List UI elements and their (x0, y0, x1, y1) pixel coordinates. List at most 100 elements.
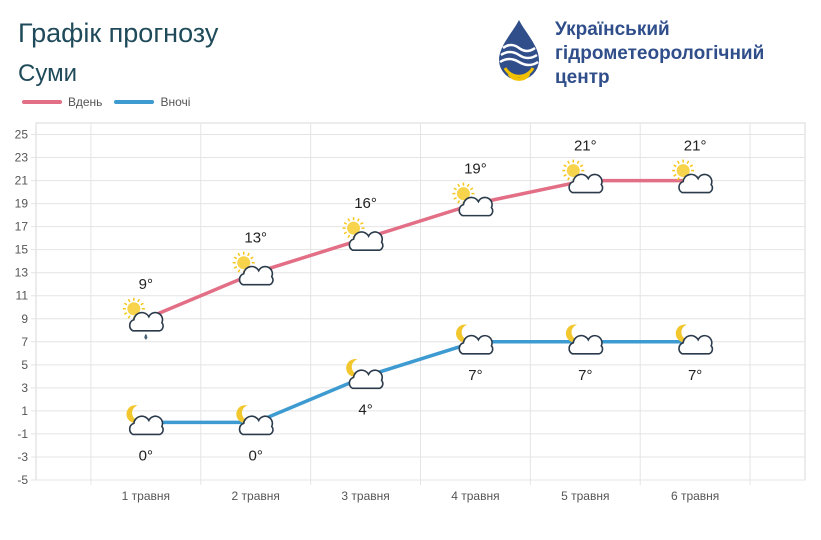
y-tick-label: 17 (15, 220, 29, 234)
moon-shape (346, 359, 362, 378)
data-label: 16° (354, 195, 377, 212)
sun-disc (456, 187, 470, 201)
cloud-shape (458, 196, 494, 217)
series-line-night (145, 340, 696, 425)
series-line-day (145, 178, 696, 321)
y-tick-label: 23 (15, 151, 29, 165)
sun-ray (360, 222, 364, 225)
cloud-shape (458, 334, 494, 355)
drop-logo-icon (499, 20, 539, 81)
data-label: 9° (139, 276, 153, 293)
data-label: 0° (139, 447, 153, 464)
sun-ray (579, 164, 584, 168)
sun-ray (567, 160, 570, 165)
sun-ray (123, 312, 128, 315)
moon-cloud-icon (236, 405, 274, 436)
cloud-shape (128, 311, 164, 332)
x-tick-label: 1 травня (122, 489, 170, 503)
y-tick-label: 9 (21, 312, 28, 326)
y-tick-label: 3 (21, 381, 28, 395)
legend-label-night: Вночі (160, 95, 191, 109)
cloud-shape (568, 334, 604, 355)
cloud-shape (238, 415, 274, 436)
sun-ray (576, 160, 580, 165)
cloud-shape (348, 231, 384, 251)
moon-cloud-icon (126, 405, 164, 436)
y-tick-label: -1 (17, 427, 28, 441)
y-tick-label: 7 (21, 335, 28, 349)
moon-shape (236, 405, 252, 424)
sun-ray (343, 222, 348, 225)
sun-ray (233, 256, 238, 260)
city-name: Суми (18, 60, 77, 87)
sun-ray (689, 164, 694, 168)
y-tick-label: 11 (16, 289, 29, 303)
sun-ray (673, 173, 677, 177)
sun-ray (237, 269, 241, 273)
y-tick-label: 1 (21, 404, 28, 418)
logo-text-line3: центр (555, 67, 610, 88)
ugmc-logo: Український гідрометеорологічний центр (495, 18, 764, 90)
sun-ray (250, 256, 254, 260)
sun-disc (566, 164, 580, 178)
sun-cloud-icon (232, 251, 274, 286)
sun-cloud-icon (672, 159, 714, 194)
sun-ray (563, 164, 567, 168)
x-tick-label: 3 травня (341, 489, 389, 503)
legend-item-night[interactable]: Вночі (114, 95, 190, 109)
sun-disc (237, 256, 251, 270)
cloud-shape (128, 415, 164, 436)
sun-ray (127, 315, 131, 319)
x-tick-label: 4 травня (451, 489, 499, 503)
cloud-shape (348, 369, 384, 390)
logo-text-line1: Український (555, 19, 670, 40)
sun-ray (237, 252, 241, 257)
sun-ray (247, 252, 250, 257)
data-label: 7° (578, 367, 592, 384)
sun-disc (676, 164, 690, 178)
data-label: 7° (688, 367, 702, 384)
sun-ray (343, 231, 348, 235)
data-label: 19° (464, 161, 487, 178)
cloud-shape (678, 173, 714, 194)
x-tick-label: 5 травня (561, 489, 609, 503)
moon-shape (565, 324, 582, 343)
sun-ray (347, 234, 351, 239)
legend-swatch-night (114, 100, 155, 104)
y-tick-label: 5 (21, 358, 28, 372)
y-tick-label: 19 (15, 197, 29, 211)
sun-ray (127, 298, 131, 303)
sun-ray (453, 196, 457, 200)
sun-ray (356, 218, 360, 222)
data-label: 7° (468, 367, 482, 384)
sun-ray (676, 160, 680, 165)
y-tick-label: 13 (15, 266, 29, 280)
sun-ray (347, 218, 351, 222)
y-tick-label: 25 (15, 128, 29, 142)
moon-cloud-icon (346, 359, 384, 390)
sun-cloud-rain-icon (122, 297, 164, 340)
sun-ray (686, 160, 690, 165)
y-tick-label: -5 (17, 473, 28, 487)
moon-shape (675, 324, 692, 343)
sun-ray (457, 200, 461, 204)
sun-ray (140, 302, 144, 306)
moon-cloud-icon (456, 324, 494, 355)
data-label: 21° (684, 138, 707, 155)
sun-ray (233, 266, 238, 269)
sun-ray (457, 183, 461, 188)
x-tick-label: 6 травня (671, 489, 719, 503)
moon-cloud-icon (565, 324, 604, 355)
legend-item-day[interactable]: Вдень (22, 95, 102, 109)
sun-ray (123, 302, 128, 306)
data-label: 4° (358, 401, 372, 418)
logo-text-line2: гідрометеорологічний (555, 43, 765, 64)
cloud-shape (568, 173, 604, 194)
rain-drop (144, 333, 148, 340)
sun-cloud-icon (562, 159, 604, 194)
data-label: 13° (244, 230, 267, 247)
sun-cloud-icon (342, 217, 384, 251)
chart-legend: Вдень Вночі (22, 95, 202, 109)
cloud-shape (678, 334, 714, 355)
